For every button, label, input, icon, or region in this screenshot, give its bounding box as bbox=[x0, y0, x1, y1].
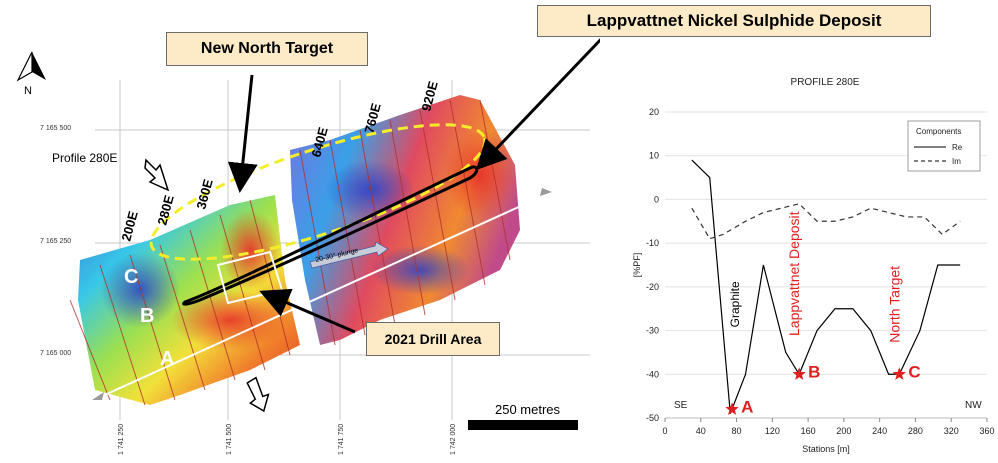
drill-area-callout: 2021 Drill Area bbox=[366, 322, 500, 356]
x-tick-label: 240 bbox=[872, 426, 887, 436]
legend-box bbox=[907, 120, 981, 172]
point-label-c: C bbox=[124, 266, 138, 288]
map-panel: 20-30° plunge N Profile 280E 200E 280E 3… bbox=[16, 5, 931, 455]
x-tick-label: 80 bbox=[732, 426, 742, 436]
y-tick-label: -20 bbox=[646, 282, 659, 292]
point-label-b: B bbox=[140, 305, 154, 327]
easting-label: 1 742 000 bbox=[450, 424, 457, 455]
traverse-arrow-sw bbox=[92, 392, 104, 400]
star-marker-icon bbox=[792, 367, 806, 380]
annotation-label: Lappvattnet Deposit bbox=[786, 211, 802, 336]
series-line-re bbox=[691, 159, 961, 414]
profile-arrow-top bbox=[144, 158, 170, 192]
x-axis-label: Stations [m] bbox=[802, 444, 850, 454]
y-tick-label: 20 bbox=[649, 107, 659, 117]
north-arrow-icon bbox=[16, 51, 46, 82]
side-label-nw: NW bbox=[965, 400, 982, 411]
deposit-callout: Lappvattnet Nickel Sulphide Deposit bbox=[537, 5, 931, 37]
y-tick-label: -50 bbox=[646, 413, 659, 423]
y-tick-label: -10 bbox=[646, 238, 659, 248]
series-layer bbox=[691, 159, 961, 414]
star-label: A bbox=[741, 397, 753, 416]
deposit-pointer bbox=[475, 33, 607, 171]
new-north-callout: New North Target bbox=[166, 32, 368, 66]
profile-label: Profile 280E bbox=[52, 151, 117, 165]
annotation-label: North Target bbox=[886, 266, 902, 343]
x-tick-label: 320 bbox=[944, 426, 959, 436]
traverse-arrow-ne bbox=[540, 188, 552, 196]
x-tick-label: 280 bbox=[908, 426, 923, 436]
drill-area-pointer bbox=[259, 288, 356, 334]
northing-label: 7 165 250 bbox=[40, 238, 71, 245]
drill-area-callout-text: 2021 Drill Area bbox=[384, 331, 482, 347]
x-tick-label: 40 bbox=[696, 426, 706, 436]
line-label: 360E bbox=[193, 177, 215, 211]
x-tick-label: 0 bbox=[662, 426, 667, 436]
y-tick-label: -40 bbox=[646, 369, 659, 379]
survey-lines bbox=[69, 99, 511, 406]
geophysics-map: 20-30° plunge N Profile 280E 200E 280E 3… bbox=[16, 33, 607, 455]
chart-legend: Components Re Im bbox=[907, 120, 981, 172]
y-axis-label: [%PF] bbox=[632, 253, 642, 278]
new-north-pointer bbox=[227, 74, 258, 193]
profile-arrow-bottom bbox=[246, 376, 270, 413]
profile-chart: PROFILE 280E [%PF] Stations [m] 20 10 0 -10… bbox=[632, 77, 995, 454]
grid-layer bbox=[665, 111, 987, 419]
legend-label-im: Im bbox=[952, 157, 961, 166]
line-label: 280E bbox=[154, 193, 176, 227]
line-label: 200E bbox=[118, 209, 140, 243]
side-label-se: SE bbox=[674, 400, 688, 411]
annotation-layer: Graphite Lappvattnet Deposit North Target A… bbox=[725, 211, 921, 416]
x-tick-label: 360 bbox=[979, 426, 994, 436]
new-north-target-outline bbox=[149, 123, 487, 261]
x-tick-label: 120 bbox=[765, 426, 780, 436]
chart-panel: PROFILE 280E [%PF] Stations [m] 20 10 0 -10… bbox=[600, 0, 998, 458]
scale-label: 250 metres bbox=[495, 402, 561, 417]
survey-block-east bbox=[290, 95, 520, 345]
easting-label: 1 741 750 bbox=[338, 424, 345, 455]
chart-title: PROFILE 280E bbox=[791, 77, 860, 88]
x-tick-label: 160 bbox=[801, 426, 816, 436]
star-label: B bbox=[808, 362, 820, 381]
y-tick-label: -30 bbox=[646, 326, 659, 336]
star-label: C bbox=[908, 362, 920, 381]
star-marker-icon bbox=[892, 367, 906, 380]
deposit-outline bbox=[182, 165, 479, 306]
x-tick-label: 200 bbox=[836, 426, 851, 436]
point-label-a: A bbox=[160, 348, 174, 370]
easting-label: 1 741 500 bbox=[226, 424, 233, 455]
north-label: N bbox=[24, 85, 32, 97]
legend-title: Components bbox=[916, 127, 961, 136]
easting-label: 1 741 250 bbox=[118, 424, 125, 455]
y-tick-label: 0 bbox=[654, 194, 659, 204]
northing-label: 7 165 500 bbox=[40, 125, 71, 132]
northing-label: 7 165 000 bbox=[40, 350, 71, 357]
series-line-im bbox=[691, 203, 961, 240]
deposit-callout-text: Lappvattnet Nickel Sulphide Deposit bbox=[586, 11, 882, 30]
legend-label-re: Re bbox=[952, 143, 963, 152]
annotation-label: Graphite bbox=[728, 281, 742, 327]
traverse-line bbox=[97, 194, 546, 399]
y-tick-label: 10 bbox=[649, 151, 659, 161]
new-north-callout-text: New North Target bbox=[200, 40, 334, 57]
scale-bar bbox=[468, 420, 578, 430]
star-marker-icon bbox=[725, 402, 739, 415]
